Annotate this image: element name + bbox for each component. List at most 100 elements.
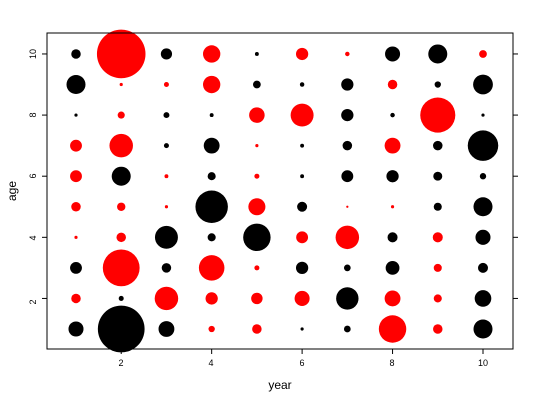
y-tick-label-8: 8 xyxy=(28,112,38,117)
bubble-point xyxy=(335,225,360,250)
bubble-point xyxy=(432,232,443,243)
y-tick-label-4: 4 xyxy=(28,235,38,240)
bubble-point xyxy=(202,45,221,63)
bubble-point xyxy=(102,249,140,287)
bubble-point xyxy=(300,174,305,179)
bubble-point xyxy=(420,97,456,133)
bubble-point xyxy=(433,294,442,303)
bubble-point xyxy=(154,225,178,249)
x-tick-label-2: 2 xyxy=(118,358,123,368)
bubble-point xyxy=(118,295,124,301)
bubble-point xyxy=(74,113,78,117)
bubble-point xyxy=(243,223,271,252)
bubble-point xyxy=(385,46,401,62)
bubble-point xyxy=(207,233,216,242)
bubble-point xyxy=(295,47,309,61)
bubble-point xyxy=(479,50,487,58)
y-tick-label-10: 10 xyxy=(28,49,38,59)
bubble-point xyxy=(164,205,169,209)
bubble-point xyxy=(295,261,309,275)
bubble-point xyxy=(481,113,485,117)
bubble-point xyxy=(294,290,310,306)
x-tick-label-6: 6 xyxy=(299,358,304,368)
bubble-point xyxy=(198,255,225,281)
bubble-point xyxy=(154,286,179,311)
bubble-point xyxy=(341,170,354,183)
bubble-point xyxy=(433,140,443,151)
bubble-point xyxy=(71,49,81,59)
bubble-point xyxy=(387,79,398,90)
bubble-point xyxy=(473,319,493,339)
bubble-point xyxy=(386,170,399,183)
bubble-point xyxy=(160,48,173,60)
bubble-point xyxy=(68,321,84,337)
bubble-point xyxy=(71,202,81,212)
bubble-point xyxy=(249,107,265,123)
y-axis-title: age xyxy=(5,181,19,201)
bubble-point xyxy=(385,260,400,275)
bubble-point xyxy=(433,263,442,272)
bubble-point xyxy=(433,324,443,334)
bubble-point xyxy=(255,144,259,148)
bubble-point xyxy=(254,173,260,179)
bubble-point xyxy=(474,290,492,307)
bubble-point xyxy=(248,198,266,216)
bubble-point xyxy=(66,75,86,95)
bubble-point xyxy=(343,325,351,333)
bubble-point xyxy=(119,82,123,87)
x-tick-label-10: 10 xyxy=(478,358,488,368)
bubble-point xyxy=(296,231,309,244)
bubble-point xyxy=(163,143,169,149)
bubble-point xyxy=(203,137,220,154)
bubble-point xyxy=(473,197,493,217)
bubble-point xyxy=(475,229,491,245)
bubble-point xyxy=(209,113,214,118)
bubble-point xyxy=(253,80,261,89)
bubble-point xyxy=(111,166,131,186)
bubble-point xyxy=(96,29,146,79)
bubble-point xyxy=(336,287,359,310)
bubble-point xyxy=(158,321,175,337)
bubble-point xyxy=(163,112,170,119)
bubble-point xyxy=(299,82,305,87)
bubble-point xyxy=(70,170,82,183)
bubble-point xyxy=(434,81,441,88)
bubble-point xyxy=(117,202,126,211)
point-layer xyxy=(66,29,499,353)
bubble-point xyxy=(341,108,354,122)
bubble-point xyxy=(384,290,401,307)
bubble-point xyxy=(378,315,407,343)
bubble-point xyxy=(346,205,349,208)
tick-layer xyxy=(42,53,518,354)
bubble-point xyxy=(163,82,169,88)
bubble-point xyxy=(74,235,78,239)
bubble-point xyxy=(205,292,218,305)
bubble-point xyxy=(71,293,81,304)
bubble-point xyxy=(343,264,351,272)
bubble-point xyxy=(161,263,172,273)
bubble-point xyxy=(207,172,216,181)
bubble-point xyxy=(70,139,82,152)
bubble-point xyxy=(195,190,228,223)
bubble-point xyxy=(428,44,448,64)
bubble-point xyxy=(473,74,493,95)
bubble-point xyxy=(479,173,487,180)
bubble-point xyxy=(433,171,443,181)
bubble-point xyxy=(297,201,308,212)
bubble-point xyxy=(251,292,263,305)
bubble-point xyxy=(117,111,125,119)
y-tick-label-6: 6 xyxy=(28,173,38,178)
bubble-point xyxy=(467,130,499,161)
bubble-point xyxy=(290,103,314,127)
x-axis-title: year xyxy=(268,378,291,392)
x-tick-label-8: 8 xyxy=(389,358,394,368)
x-tick-label-4: 4 xyxy=(208,358,213,368)
bubble-point xyxy=(70,261,82,274)
bubble-point xyxy=(390,205,395,209)
bubble-point xyxy=(109,133,133,158)
bubble-point xyxy=(477,262,489,273)
bubble-point xyxy=(387,232,398,243)
bubble-point xyxy=(116,232,126,243)
bubble-point xyxy=(390,112,395,118)
